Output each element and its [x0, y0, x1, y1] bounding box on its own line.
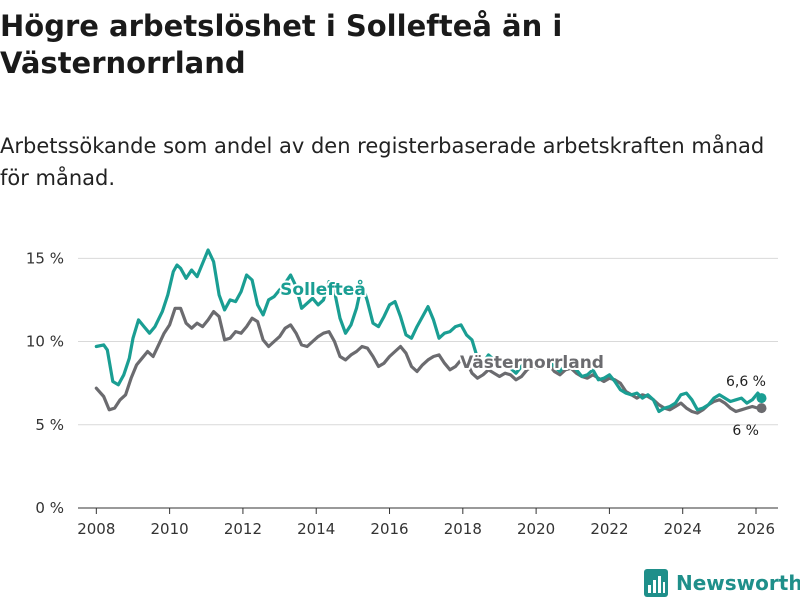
x-tick-label: 2020: [517, 520, 555, 538]
x-tick-label: 2018: [444, 520, 482, 538]
grid-lines: [78, 257, 778, 509]
x-tick-label: 2024: [664, 520, 702, 538]
y-axis-labels: 0 % 5 % 10 % 15 %: [26, 249, 64, 517]
end-label-solleftea: 6,6 %: [726, 374, 766, 390]
chart-subtitle: Arbetssökande som andel av den registerb…: [0, 134, 765, 190]
series-label-vasternorrland: Västernorrland: [460, 353, 604, 373]
x-tick-label: 2010: [151, 520, 189, 538]
y-tick-label: 0 %: [35, 499, 64, 517]
newsworthy-icon: [644, 569, 668, 597]
series-labels: Sollefteå Västernorrland 6,6 % 6 %: [278, 276, 766, 439]
series-lines: [94, 248, 767, 415]
y-tick-label: 10 %: [26, 333, 64, 351]
end-point-solleftea: [756, 393, 767, 404]
series-label-solleftea: Sollefteå: [280, 278, 366, 300]
y-tick-label: 5 %: [35, 416, 64, 434]
x-tick-label: 2012: [224, 520, 262, 538]
x-tick-label: 2026: [737, 520, 775, 538]
brand-logo: Newsworthy: [644, 568, 800, 598]
chart-title: Högre arbetslöshet i Sollefteå än i Väst…: [0, 9, 563, 80]
y-tick-label: 15 %: [26, 249, 64, 267]
x-tick-label: 2022: [590, 520, 628, 538]
brand-name: Newsworthy: [676, 571, 800, 595]
end-point-vasternorrland: [756, 403, 767, 414]
series-line-solleftea: [94, 248, 764, 414]
x-tick-label: 2014: [297, 520, 335, 538]
x-tick-label: 2008: [77, 520, 115, 538]
x-axis: 2008 2010 2012 2014 2016 2018 2020 2022 2024 2026: [77, 507, 778, 538]
series-line-vasternorrland: [94, 306, 764, 415]
end-label-vasternorrland: 6 %: [732, 423, 759, 439]
x-tick-label: 2016: [370, 520, 408, 538]
